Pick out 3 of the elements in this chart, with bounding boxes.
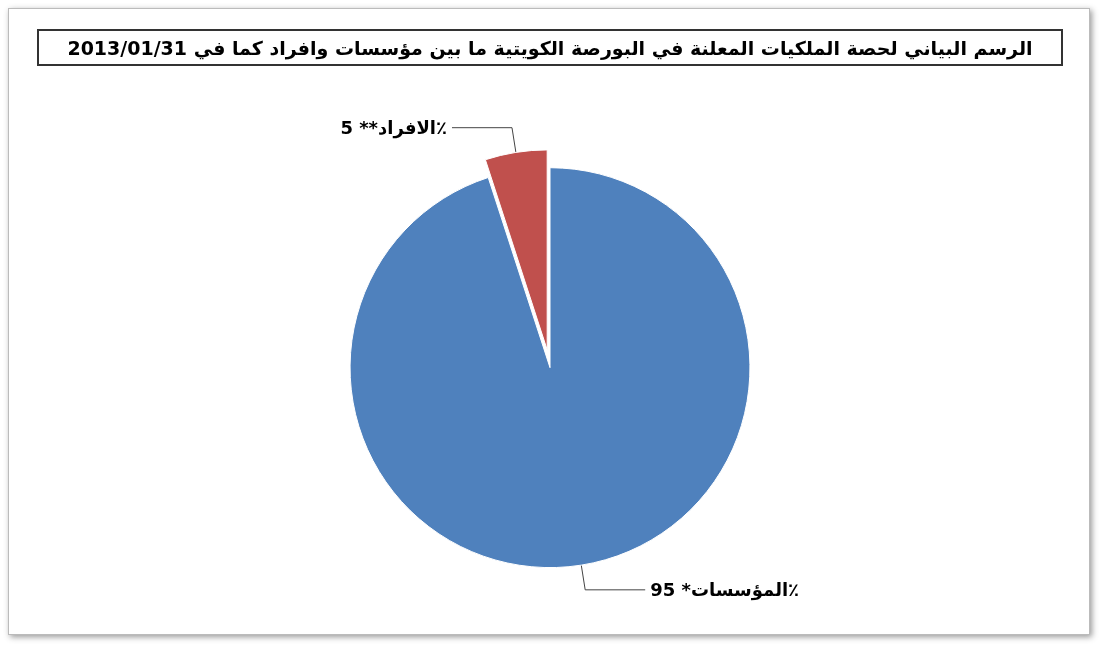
slice-label: المؤسسات* 95٪ — [650, 579, 800, 602]
slice-label: الافراد** 5٪ — [340, 117, 447, 140]
chart-title: الرسم البياني لحصة الملكيات المعلنة في البورصة الكويتية ما بين مؤسسات وافراد كما في 2013/01/31 — [67, 36, 1033, 60]
